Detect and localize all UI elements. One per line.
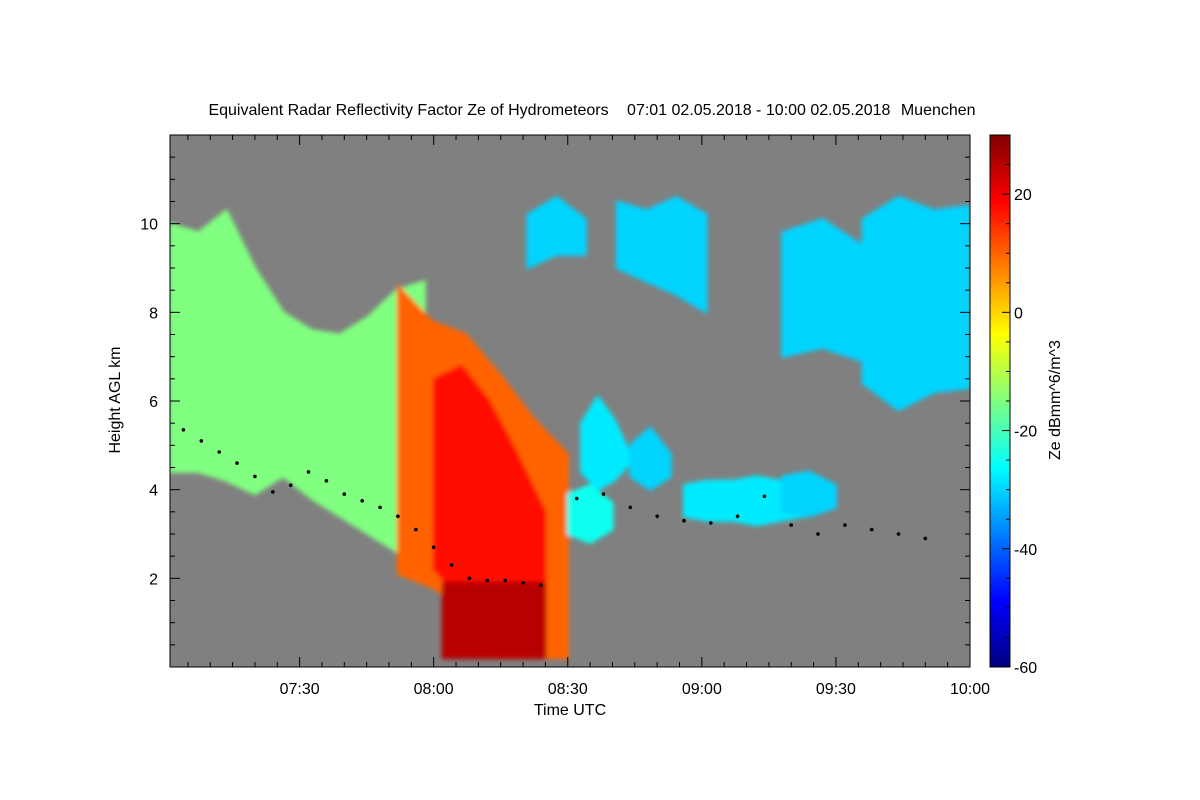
cloud-base-point [181,428,186,432]
colorbar-tick-label: -40 [1014,542,1037,559]
x-tick-label: 08:00 [414,681,454,698]
cloud-region [441,581,547,660]
reflectivity-field [170,195,970,660]
chart-title-line: Equivalent Radar Reflectivity Factor Ze … [208,102,975,119]
cloud-region [861,195,970,412]
cloud-region [566,484,614,545]
cloud-base-point [414,527,418,532]
cloud-base-point [217,450,221,454]
cloud-base-point [762,494,767,499]
cloud-base-point [253,474,257,479]
cloud-base-point [539,583,543,587]
y-tick-label: 10 [140,217,158,234]
colorbar-tick-label: 0 [1014,305,1023,322]
cloud-base-point [485,578,490,583]
cloud-base-point [521,581,525,585]
cloud-region [781,470,837,518]
colorbar-tick-label: -20 [1014,424,1037,441]
y-axis: 2 4 6 8 10 [140,156,970,646]
x-tick-label: 08:30 [548,681,588,698]
cloud-base-point [655,514,659,519]
cloud-base-point [709,521,713,525]
cloud-base-point [288,483,293,488]
colorbar-axis: 20 0 -20 -40 -60 [1002,164,1037,677]
y-axis-label: Height AGL km [107,346,124,453]
y-tick-label: 4 [149,483,158,500]
cloud-base-point [271,490,275,494]
cloud-base-point [360,499,365,503]
x-axis-label: Time UTC [534,702,606,719]
colorbar-tick-label: 20 [1014,187,1032,204]
cloud-base-point [682,518,686,523]
cloud-base-points [181,428,928,587]
y-tick-label: 8 [149,305,158,322]
x-tick-label: 09:00 [682,681,722,698]
cloud-region [615,195,708,315]
x-tick-label: 10:00 [950,681,990,698]
x-axis: 07:30 08:00 08:30 09:00 09:30 10:00 [187,135,990,698]
cloud-base-point [816,532,820,536]
colorbar-label: Ze dBmm^6/m^3 [1047,340,1064,460]
cloud-base-point [449,563,454,567]
cloud-base-point [306,470,311,474]
cloud-base-point [503,578,508,583]
cloud-base-point [628,505,633,510]
cloud-base-point [923,536,928,541]
cloud-base-point [467,576,472,581]
x-tick-label: 07:30 [280,681,320,698]
cloud-base-point [789,523,793,527]
cloud-base-point [199,439,204,443]
cloud-base-point [396,514,400,519]
cloud-base-point [843,523,847,527]
cloud-base-point [431,545,436,550]
chart-title: Equivalent Radar Reflectivity Factor Ze … [208,102,608,119]
cloud-base-point [896,532,901,536]
cloud-region [526,195,587,270]
cloud-base-point [601,492,606,496]
colorbar-tick-label: -60 [1014,660,1037,677]
cloud-base-point [378,505,382,510]
chart-period: 07:01 02.05.2018 - 10:00 02.05.2018 [627,102,890,119]
y-tick-label: 6 [149,394,158,411]
cloud-base-point [342,492,347,496]
cloud-base-point [869,527,874,532]
cloud-region [781,218,864,363]
x-tick-label: 09:30 [816,681,856,698]
cloud-base-point [235,461,239,465]
cloud-region [629,426,672,491]
cloud-base-point [574,496,579,501]
cloud-base-point [324,479,329,483]
chart-location: Muenchen [901,102,976,119]
y-tick-label: 2 [149,571,158,588]
cloud-base-point [735,514,740,519]
